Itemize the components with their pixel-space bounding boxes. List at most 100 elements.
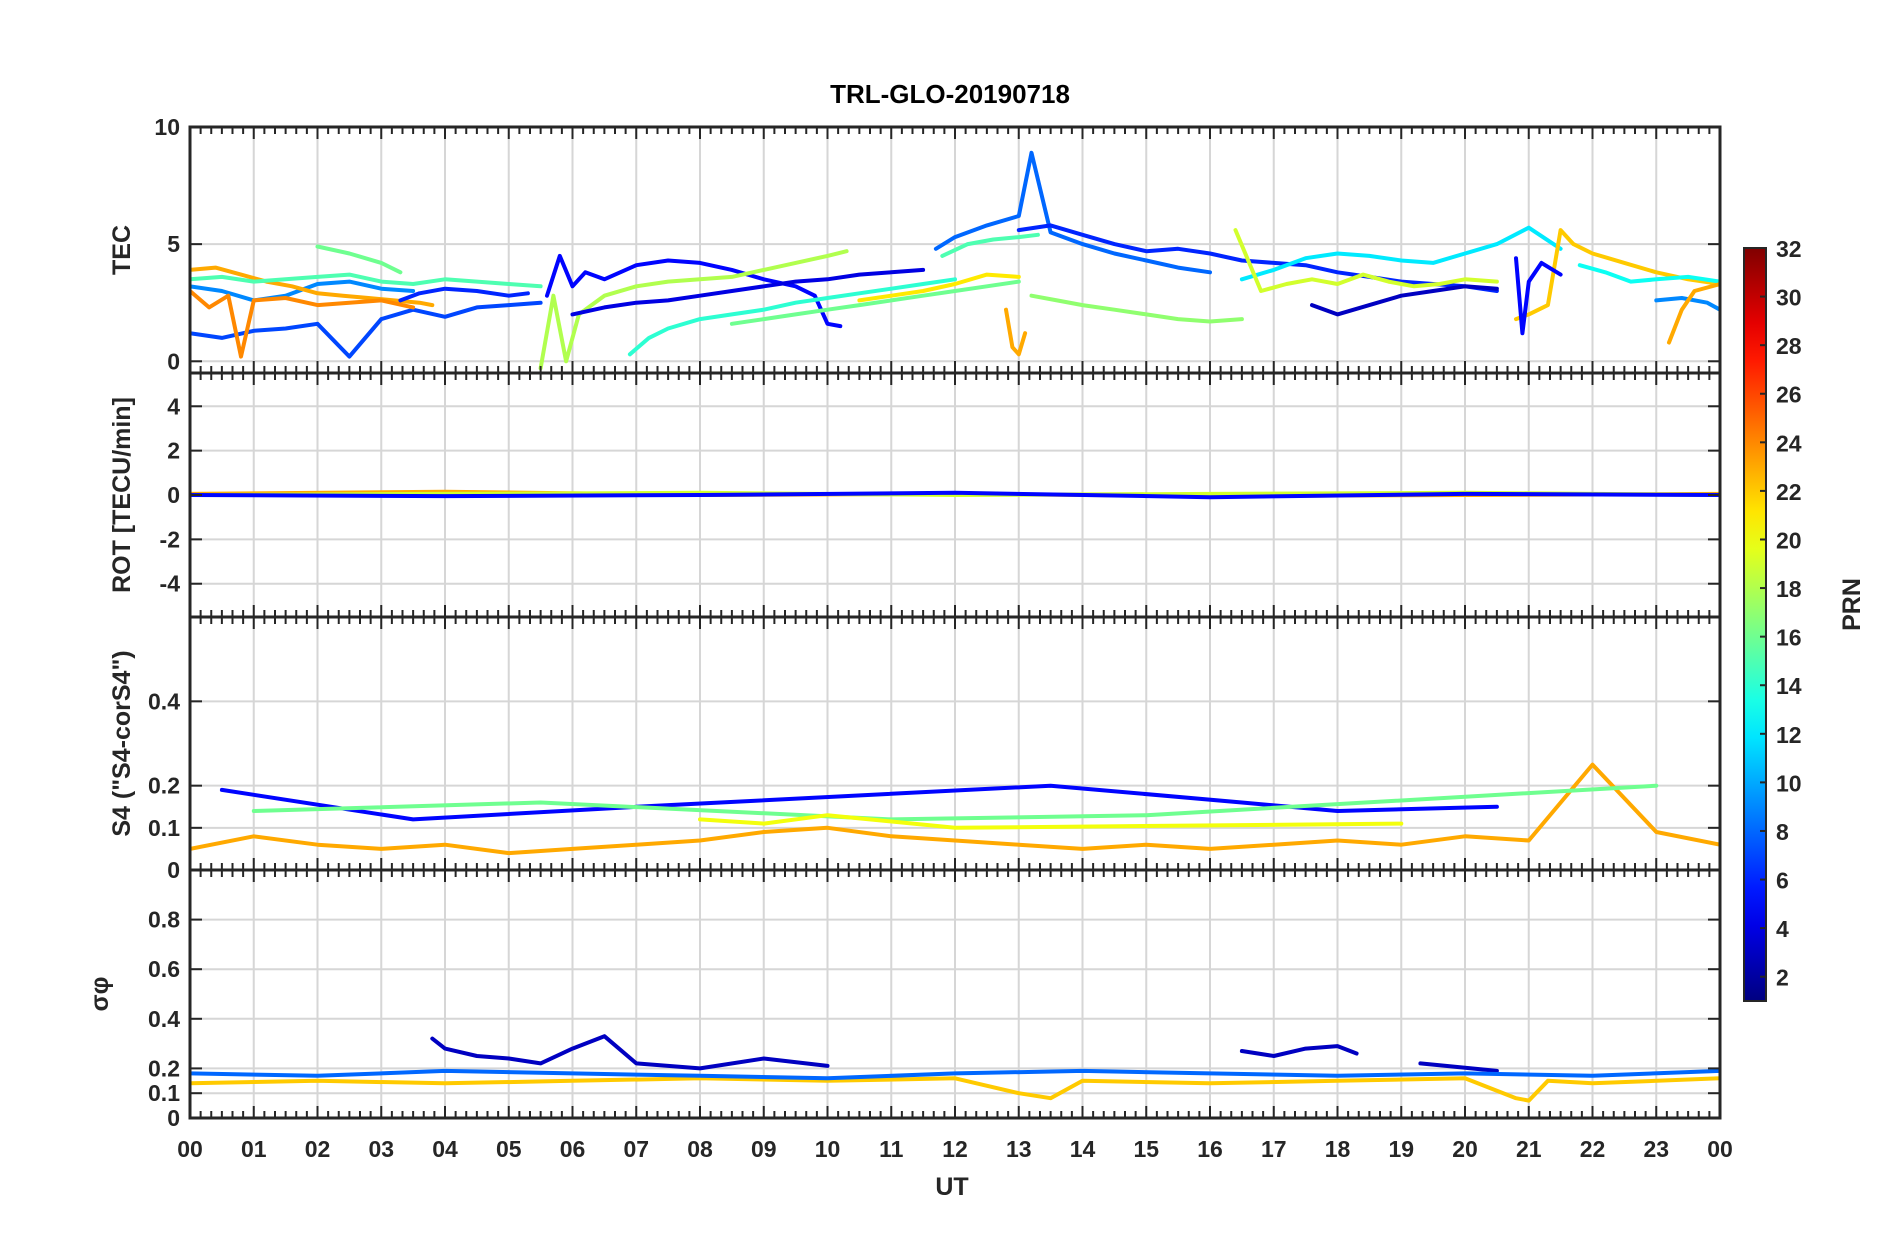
- series-line-prn-5: [545, 253, 843, 329]
- x-tick-label: 11: [879, 1136, 904, 1162]
- series-line-prn-22: [190, 1076, 1720, 1103]
- series-line-prn-8: [190, 1068, 1720, 1081]
- x-tick-label: 00: [1707, 1136, 1733, 1162]
- y-tick-label: 0.8: [148, 907, 180, 933]
- x-tick-label: 04: [432, 1136, 458, 1162]
- colorbar-bar: [1743, 247, 1767, 1002]
- series-line-prn-3: [430, 1034, 830, 1071]
- x-tick-label: 22: [1580, 1136, 1606, 1162]
- x-tick-label: 12: [942, 1136, 968, 1162]
- y-tick-label: 0.1: [148, 1080, 180, 1106]
- series-line-prn-18: [538, 249, 849, 371]
- x-tick-label: 20: [1452, 1136, 1478, 1162]
- panel-frame: [188, 868, 1722, 1120]
- x-tick-label: 06: [560, 1136, 586, 1162]
- x-tick-label: 15: [1133, 1136, 1159, 1162]
- y-tick-label: 0: [167, 1105, 180, 1131]
- series-group: [190, 489, 1720, 500]
- x-tick-label: 03: [368, 1136, 394, 1162]
- colorbar-tick-label: 2: [1776, 965, 1789, 991]
- y-axis-label-sigma_phi: σφ: [86, 977, 114, 1012]
- x-tick-label: 13: [1006, 1136, 1032, 1162]
- colorbar-tick-label: 26: [1776, 382, 1802, 408]
- series-line-prn-16: [251, 783, 1659, 822]
- series-line-prn-23: [190, 762, 1720, 856]
- x-tick-label: 10: [815, 1136, 841, 1162]
- colorbar-tick-label: 10: [1776, 770, 1802, 796]
- y-tick-label: 2: [167, 438, 180, 464]
- y-tick-label: 0.2: [148, 1055, 180, 1081]
- colorbar-tick-label: 24: [1776, 430, 1802, 456]
- series-line-prn-5: [190, 490, 1720, 500]
- colorbar-tick-label: 20: [1776, 527, 1802, 553]
- series-line-prn-15: [190, 272, 543, 289]
- colorbar-tick-label: 12: [1776, 722, 1802, 748]
- series-group: [190, 150, 1720, 371]
- x-tick-label: 02: [305, 1136, 331, 1162]
- panel-tec: 0 5 10 TEC: [108, 114, 1722, 375]
- series-group: [190, 1034, 1720, 1103]
- y-tick-label: 0: [167, 348, 180, 374]
- y-axis-label-rot: ROT [TECU/min]: [108, 397, 136, 593]
- y-tick-label: 0.2: [148, 773, 180, 799]
- series-line-prn-6: [398, 286, 530, 303]
- y-tick-label: -2: [160, 526, 180, 552]
- series-line-prn-3: [1418, 1061, 1499, 1073]
- y-axis-label-tec: TEC: [108, 225, 136, 275]
- colorbar-tick-label: 18: [1776, 576, 1802, 602]
- colorbar-tick-label: 30: [1776, 285, 1802, 311]
- x-axis-label: UT: [935, 1173, 968, 1201]
- x-tick-label: 16: [1197, 1136, 1223, 1162]
- colorbar-tick-label: 22: [1776, 479, 1802, 505]
- y-tick-label: 5: [167, 231, 180, 257]
- colorbar-tick-label: 8: [1776, 819, 1789, 845]
- series-line-prn-8: [933, 150, 1212, 275]
- colorbar-tick-label: 28: [1776, 333, 1802, 359]
- x-axis-ticks: 00 01 02 03 04 05 06 07 08 09 10 11 12 13 14 15 16 17 18 19…: [177, 1136, 1733, 1162]
- series-line-prn-20: [698, 813, 1404, 830]
- series-line-prn-16: [315, 244, 403, 275]
- series-line-prn-19: [1233, 228, 1499, 293]
- y-axis-label-s4: S4 ("S4-corS4"): [108, 650, 136, 836]
- y-tick-label: 0: [167, 482, 180, 508]
- x-tick-label: 18: [1325, 1136, 1351, 1162]
- series-group: [190, 762, 1720, 856]
- y-tick-label: 0.1: [148, 815, 180, 841]
- x-tick-label: 19: [1388, 1136, 1414, 1162]
- series-line-prn-12: [1239, 225, 1563, 282]
- series-line-prn-24: [190, 289, 416, 359]
- y-tick-label: -4: [160, 571, 181, 597]
- series-line-prn-15: [940, 232, 1040, 258]
- series-line-prn-21: [857, 272, 1021, 303]
- panel-rot: -4 -2 0 2 4 ROT [TECU/min]: [108, 371, 1722, 619]
- series-line-prn-6: [1016, 223, 1499, 293]
- y-tick-label: 4: [167, 393, 180, 419]
- colorbar-label: PRN: [1838, 578, 1866, 631]
- series-line-prn-22: [1514, 228, 1720, 322]
- series-line-prn-16: [729, 279, 1021, 326]
- x-tick-label: 17: [1261, 1136, 1287, 1162]
- panel-s4: 0 0.1 0.2 0.4 S4 ("S4-corS4"): [108, 615, 1722, 883]
- y-tick-label: 0.4: [148, 1006, 180, 1032]
- colorbar-tick-label: 6: [1776, 868, 1789, 894]
- series-line-prn-3: [1239, 1044, 1359, 1058]
- series-line-prn-5: [1514, 256, 1563, 336]
- x-tick-label: 00: [177, 1136, 203, 1162]
- y-tick-label: 0.4: [148, 688, 180, 714]
- x-tick-label: 07: [623, 1136, 649, 1162]
- y-tick-label: 10: [154, 114, 180, 140]
- x-tick-label: 21: [1516, 1136, 1542, 1162]
- colorbar-tick-label: 32: [1776, 236, 1802, 262]
- y-tick-label: 0.6: [148, 956, 180, 982]
- series-line-prn-9: [1654, 296, 1720, 312]
- colorbar-tick-label: 4: [1776, 916, 1789, 942]
- series-line-prn-14: [627, 277, 957, 357]
- y-tick-label: 0: [167, 857, 180, 883]
- series-line-prn-23: [1004, 307, 1028, 357]
- x-tick-label: 23: [1643, 1136, 1669, 1162]
- series-line-prn-3: [1310, 284, 1499, 317]
- series-line-prn-17: [1029, 293, 1244, 324]
